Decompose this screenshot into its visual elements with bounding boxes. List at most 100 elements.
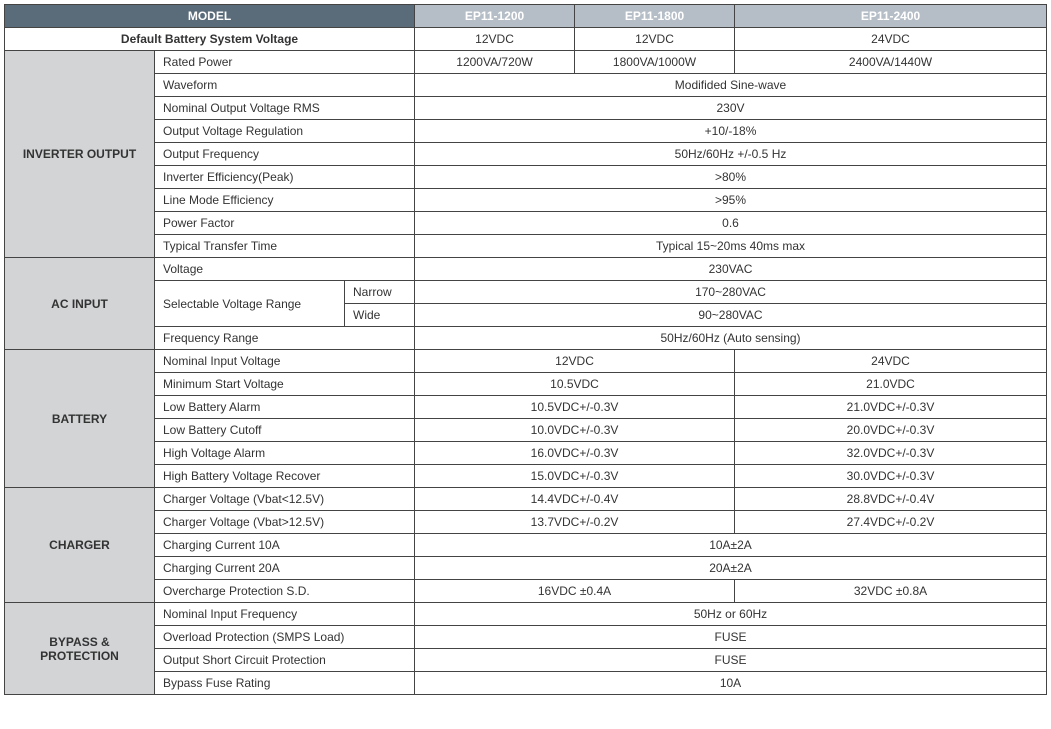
section-inverter-output: INVERTER OUTPUT [5, 51, 155, 258]
table-row: Charging Current 20A 20A±2A [5, 557, 1047, 580]
overload-value: FUSE [415, 626, 1047, 649]
table-row: AC INPUT Voltage 230VAC [5, 258, 1047, 281]
ocp-label: Overcharge Protection S.D. [155, 580, 415, 603]
default-v-1800: 12VDC [575, 28, 735, 51]
col-ep11-1200: EP11-1200 [415, 5, 575, 28]
default-voltage-row: Default Battery System Voltage 12VDC 12V… [5, 28, 1047, 51]
table-row: Nominal Output Voltage RMS 230V [5, 97, 1047, 120]
low-alarm-label: Low Battery Alarm [155, 396, 415, 419]
high-alarm-label: High Voltage Alarm [155, 442, 415, 465]
table-row: Output Voltage Regulation +10/-18% [5, 120, 1047, 143]
table-row: Minimum Start Voltage 10.5VDC 21.0VDC [5, 373, 1047, 396]
table-row: Power Factor 0.6 [5, 212, 1047, 235]
ac-voltage-label: Voltage [155, 258, 415, 281]
high-recover-label: High Battery Voltage Recover [155, 465, 415, 488]
table-row: Output Frequency 50Hz/60Hz +/-0.5 Hz [5, 143, 1047, 166]
col-ep11-2400: EP11-2400 [735, 5, 1047, 28]
sel-range-label: Selectable Voltage Range [155, 281, 345, 327]
cc20-value: 20A±2A [415, 557, 1047, 580]
col-ep11-1800: EP11-1800 [575, 5, 735, 28]
out-reg-value: +10/-18% [415, 120, 1047, 143]
waveform-value: Modifided Sine-wave [415, 74, 1047, 97]
short-circuit-label: Output Short Circuit Protection [155, 649, 415, 672]
table-row: CHARGER Charger Voltage (Vbat<12.5V) 14.… [5, 488, 1047, 511]
table-row: Output Short Circuit Protection FUSE [5, 649, 1047, 672]
nom-freq-label: Nominal Input Frequency [155, 603, 415, 626]
table-row: INVERTER OUTPUT Rated Power 1200VA/720W … [5, 51, 1047, 74]
nominal-out-rms-label: Nominal Output Voltage RMS [155, 97, 415, 120]
nominal-out-rms-value: 230V [415, 97, 1047, 120]
out-freq-value: 50Hz/60Hz +/-0.5 Hz [415, 143, 1047, 166]
high-alarm-24: 32.0VDC+/-0.3V [735, 442, 1047, 465]
line-eff-label: Line Mode Efficiency [155, 189, 415, 212]
table-row: Waveform Modifided Sine-wave [5, 74, 1047, 97]
waveform-label: Waveform [155, 74, 415, 97]
high-recover-24: 30.0VDC+/-0.3V [735, 465, 1047, 488]
rated-power-1800: 1800VA/1000W [575, 51, 735, 74]
table-row: Selectable Voltage Range Narrow 170~280V… [5, 281, 1047, 304]
out-freq-label: Output Frequency [155, 143, 415, 166]
high-recover-12: 15.0VDC+/-0.3V [415, 465, 735, 488]
table-row: Line Mode Efficiency >95% [5, 189, 1047, 212]
cc10-value: 10A±2A [415, 534, 1047, 557]
pf-label: Power Factor [155, 212, 415, 235]
rated-power-1200: 1200VA/720W [415, 51, 575, 74]
transfer-value: Typical 15~20ms 40ms max [415, 235, 1047, 258]
cc10-label: Charging Current 10A [155, 534, 415, 557]
charger-vlt125-12: 14.4VDC+/-0.4V [415, 488, 735, 511]
table-row: Charger Voltage (Vbat>12.5V) 13.7VDC+/-0… [5, 511, 1047, 534]
charger-vgt125-label: Charger Voltage (Vbat>12.5V) [155, 511, 415, 534]
default-voltage-label: Default Battery System Voltage [5, 28, 415, 51]
fuse-rating-label: Bypass Fuse Rating [155, 672, 415, 695]
default-v-2400: 24VDC [735, 28, 1047, 51]
default-v-1200: 12VDC [415, 28, 575, 51]
sel-range-narrow-label: Narrow [345, 281, 415, 304]
spec-table: MODEL EP11-1200 EP11-1800 EP11-2400 Defa… [4, 4, 1047, 695]
ocp-12: 16VDC ±0.4A [415, 580, 735, 603]
table-row: Frequency Range 50Hz/60Hz (Auto sensing) [5, 327, 1047, 350]
charger-vlt125-24: 28.8VDC+/-0.4V [735, 488, 1047, 511]
header-row: MODEL EP11-1200 EP11-1800 EP11-2400 [5, 5, 1047, 28]
low-alarm-12: 10.5VDC+/-0.3V [415, 396, 735, 419]
out-reg-label: Output Voltage Regulation [155, 120, 415, 143]
nominal-in-label: Nominal Input Voltage [155, 350, 415, 373]
low-cutoff-12: 10.0VDC+/-0.3V [415, 419, 735, 442]
sel-range-wide-label: Wide [345, 304, 415, 327]
nominal-in-12: 12VDC [415, 350, 735, 373]
nominal-in-24: 24VDC [735, 350, 1047, 373]
pf-value: 0.6 [415, 212, 1047, 235]
table-row: BATTERY Nominal Input Voltage 12VDC 24VD… [5, 350, 1047, 373]
low-cutoff-24: 20.0VDC+/-0.3V [735, 419, 1047, 442]
table-row: High Battery Voltage Recover 15.0VDC+/-0… [5, 465, 1047, 488]
inv-eff-label: Inverter Efficiency(Peak) [155, 166, 415, 189]
section-charger: CHARGER [5, 488, 155, 603]
table-row: Low Battery Cutoff 10.0VDC+/-0.3V 20.0VD… [5, 419, 1047, 442]
table-row: Charging Current 10A 10A±2A [5, 534, 1047, 557]
sel-range-wide-value: 90~280VAC [415, 304, 1047, 327]
rated-power-2400: 2400VA/1440W [735, 51, 1047, 74]
cc20-label: Charging Current 20A [155, 557, 415, 580]
freq-range-value: 50Hz/60Hz (Auto sensing) [415, 327, 1047, 350]
charger-vgt125-12: 13.7VDC+/-0.2V [415, 511, 735, 534]
section-battery: BATTERY [5, 350, 155, 488]
ocp-24: 32VDC ±0.8A [735, 580, 1047, 603]
overload-label: Overload Protection (SMPS Load) [155, 626, 415, 649]
low-alarm-24: 21.0VDC+/-0.3V [735, 396, 1047, 419]
charger-vgt125-24: 27.4VDC+/-0.2V [735, 511, 1047, 534]
inv-eff-value: >80% [415, 166, 1047, 189]
section-ac-input: AC INPUT [5, 258, 155, 350]
transfer-label: Typical Transfer Time [155, 235, 415, 258]
min-start-24: 21.0VDC [735, 373, 1047, 396]
table-row: BYPASS & PROTECTION Nominal Input Freque… [5, 603, 1047, 626]
fuse-rating-value: 10A [415, 672, 1047, 695]
sel-range-narrow-value: 170~280VAC [415, 281, 1047, 304]
ac-voltage-value: 230VAC [415, 258, 1047, 281]
min-start-12: 10.5VDC [415, 373, 735, 396]
low-cutoff-label: Low Battery Cutoff [155, 419, 415, 442]
table-row: Low Battery Alarm 10.5VDC+/-0.3V 21.0VDC… [5, 396, 1047, 419]
section-bypass-protection: BYPASS & PROTECTION [5, 603, 155, 695]
table-row: Overload Protection (SMPS Load) FUSE [5, 626, 1047, 649]
min-start-label: Minimum Start Voltage [155, 373, 415, 396]
charger-vlt125-label: Charger Voltage (Vbat<12.5V) [155, 488, 415, 511]
short-circuit-value: FUSE [415, 649, 1047, 672]
